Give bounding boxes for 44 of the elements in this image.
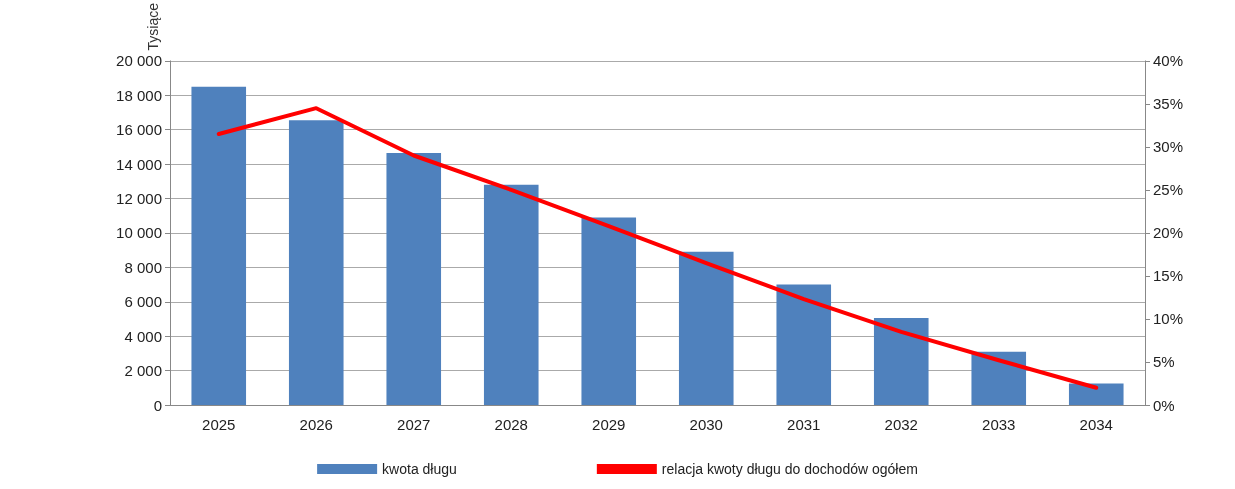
x-tick-label: 2027 xyxy=(397,416,431,433)
x-tick-label: 2031 xyxy=(787,416,821,433)
y-tick-label: 4 000 xyxy=(124,327,162,345)
y-tick-label: 14 000 xyxy=(116,155,162,173)
y2-tick-label: 35% xyxy=(1153,95,1184,113)
y-tick-label: 16 000 xyxy=(116,121,162,139)
y2-tick-label: 15% xyxy=(1153,267,1184,285)
y-axis-title: Tysiące xyxy=(145,2,161,51)
y-tick-label: 0 xyxy=(153,396,162,414)
y2-tick-label: 20% xyxy=(1153,224,1184,242)
bar xyxy=(386,152,442,405)
x-tick-label: 2029 xyxy=(592,416,626,433)
y-tick-label: 2 000 xyxy=(124,362,162,380)
bar xyxy=(1068,383,1124,405)
x-tick-label: 2026 xyxy=(299,416,333,433)
y-tick-label: 12 000 xyxy=(116,190,162,208)
bar xyxy=(581,217,637,405)
x-tick-label: 2030 xyxy=(689,416,723,433)
line-series xyxy=(216,106,1099,390)
bar xyxy=(678,251,734,405)
bar xyxy=(971,351,1027,405)
legend-label: kwota długu xyxy=(382,461,457,477)
y2-tick-label: 10% xyxy=(1153,310,1184,328)
bar xyxy=(873,318,929,405)
bar xyxy=(191,86,247,405)
x-tick-label: 2032 xyxy=(884,416,918,433)
y-tick-label: 8 000 xyxy=(124,258,162,276)
y-tick-label: 20 000 xyxy=(116,52,162,70)
bar xyxy=(776,284,832,405)
y-tick-label: 18 000 xyxy=(116,86,162,104)
legend-label: relacja kwoty długu do dochodów ogółem xyxy=(661,461,918,477)
x-tick-label: 2034 xyxy=(1079,416,1113,433)
x-tick-label: 2028 xyxy=(494,416,528,433)
bar xyxy=(483,184,539,405)
y-tick-label: 6 000 xyxy=(124,293,162,311)
y2-tick-label: 25% xyxy=(1153,181,1184,199)
y2-tick-label: 30% xyxy=(1153,138,1184,156)
bar xyxy=(288,120,344,405)
x-tick-label: 2033 xyxy=(982,416,1016,433)
y2-tick-label: 0% xyxy=(1153,396,1175,414)
x-tick-label: 2025 xyxy=(202,416,236,433)
y-tick-label: 10 000 xyxy=(116,224,162,242)
y2-tick-label: 40% xyxy=(1153,52,1184,70)
y2-tick-label: 5% xyxy=(1153,353,1175,371)
